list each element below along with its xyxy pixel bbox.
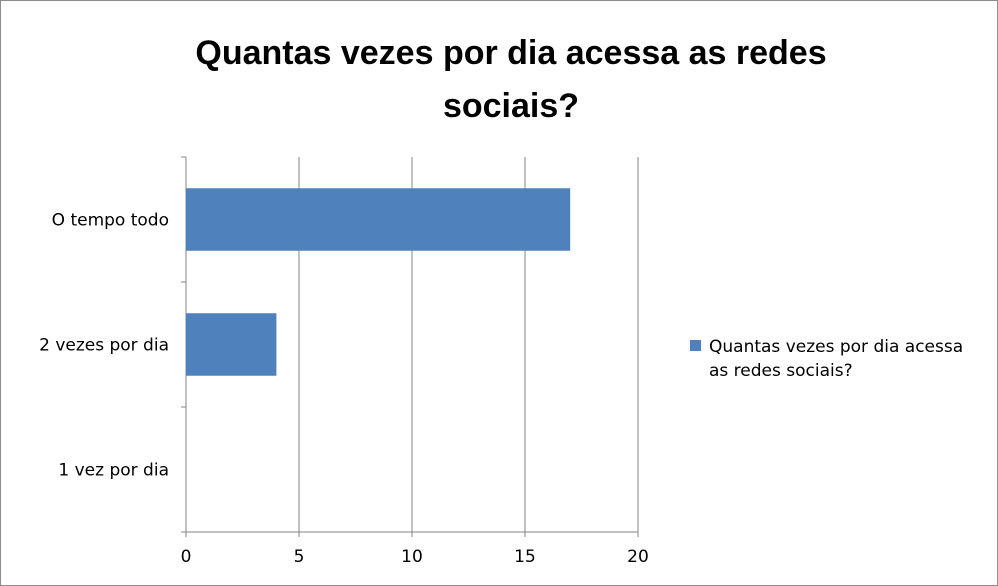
x-tick-label: 20 bbox=[627, 547, 649, 567]
x-tick-label: 0 bbox=[181, 547, 192, 567]
legend-swatch bbox=[690, 340, 701, 351]
category-label: O tempo todo bbox=[52, 211, 169, 231]
chart-title: Quantas vezes por dia acessa as redes so… bbox=[195, 34, 827, 125]
category-label: 1 vez por dia bbox=[58, 461, 169, 481]
category-label: 2 vezes por dia bbox=[39, 336, 169, 356]
bar bbox=[186, 188, 571, 251]
bar bbox=[186, 313, 277, 376]
x-tick-label: 10 bbox=[401, 547, 423, 567]
x-tick-label: 5 bbox=[294, 547, 305, 567]
x-tick-label: 15 bbox=[514, 547, 536, 567]
legend-label: Quantas vezes por dia acessa as redes soc… bbox=[709, 337, 963, 381]
